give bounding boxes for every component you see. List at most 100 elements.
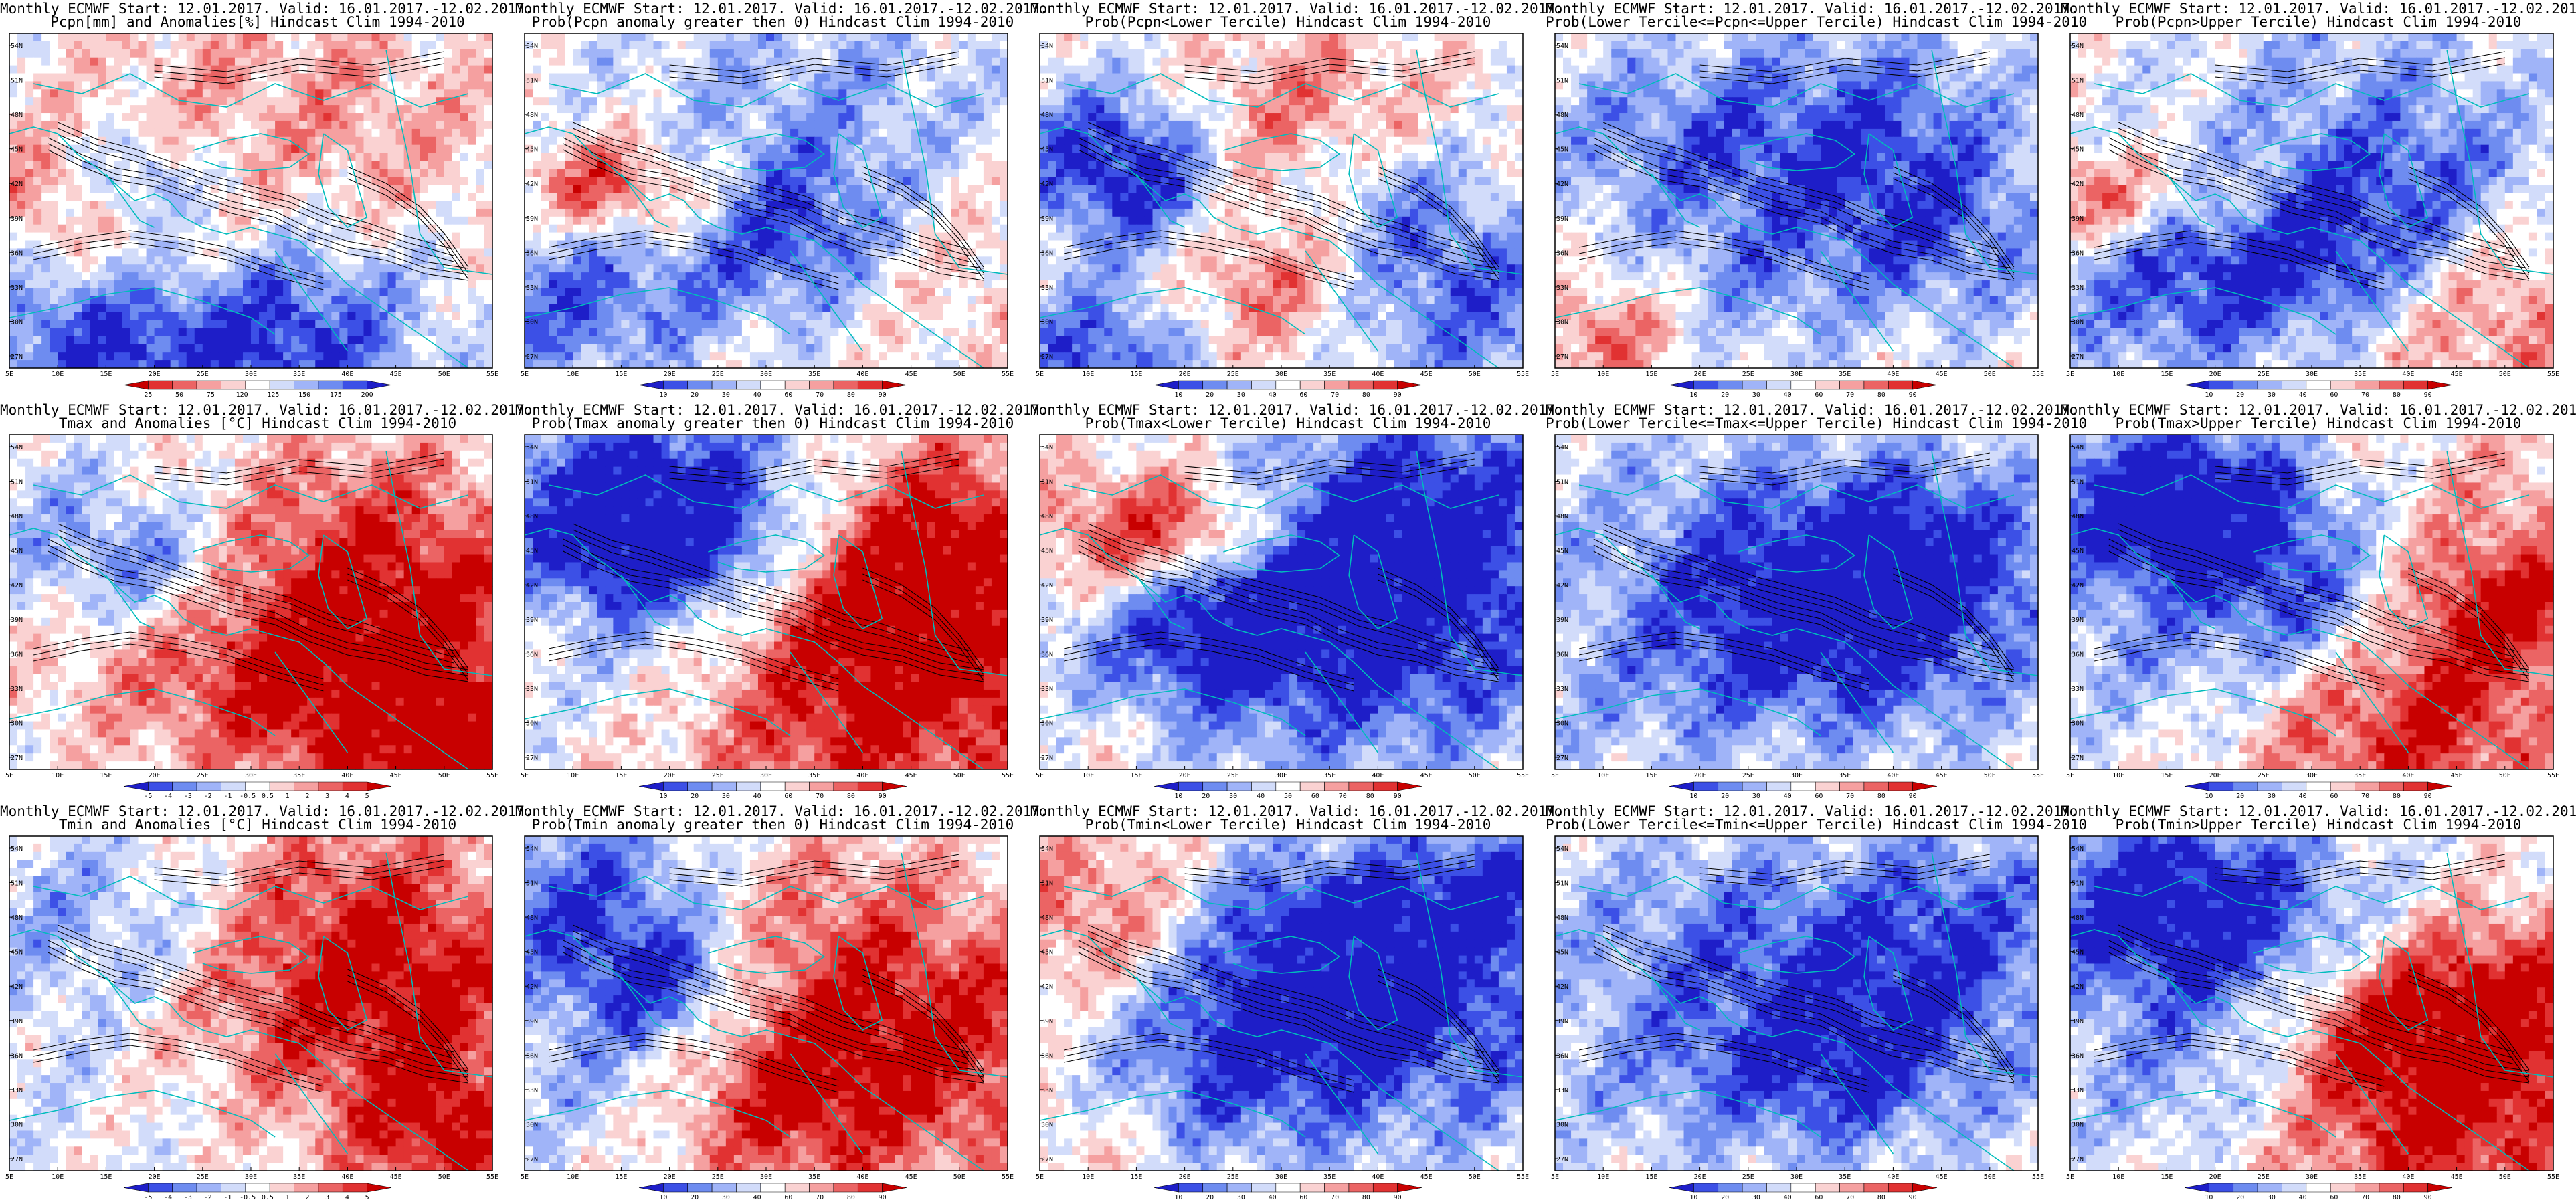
shaded-field [9, 435, 493, 770]
colour-bar-segment [269, 380, 294, 390]
colour-bar-label: -2 [204, 1194, 212, 1201]
lon-tick-label: 50E [1984, 1173, 1996, 1181]
lon-tick-label: 20E [1179, 772, 1191, 779]
colour-bar-segment [148, 380, 173, 390]
lon-tick-label: 15E [1645, 371, 1657, 378]
colour-bar-segment [1226, 380, 1252, 390]
contour-lines [1063, 51, 1499, 290]
lon-tick-label: 50E [2499, 1173, 2511, 1181]
coastlines [524, 451, 1008, 770]
colour-bar: 10 20 30 40 60 70 80 90 [638, 1183, 907, 1201]
colour-bar-segment [1397, 1183, 1422, 1193]
lat-tick-label: 48N [526, 914, 538, 922]
lat-tick-label: 45N [1041, 949, 1053, 957]
lat-tick-label: 27N [2072, 755, 2084, 762]
lat-tick-label: 39N [1041, 617, 1053, 624]
colour-bar-segment [2257, 781, 2282, 791]
lon-axis: 5E 10E 15E 20E 25E 30E 35E 40E 45E 50E 55E [5, 766, 498, 779]
colour-bar-segment [760, 1183, 786, 1193]
colour-bar-segment [2306, 781, 2331, 791]
colour-bar-label: 70 [816, 391, 824, 399]
colour-bar: 10 20 30 40 60 70 80 90 [2184, 380, 2453, 399]
lat-tick-label: 48N [1041, 513, 1053, 520]
lat-tick-label: 39N [11, 215, 23, 223]
colour-bar-label: 4 [345, 1194, 349, 1201]
colour-bar-segment [269, 781, 294, 791]
colour-bar-segment [1372, 380, 1398, 390]
colour-bar: 10 20 30 40 60 70 80 90 [2184, 781, 2453, 800]
lat-tick-label: 36N [11, 651, 23, 658]
lat-tick-label: 39N [11, 1018, 23, 1025]
colour-bar-segment [1275, 1183, 1301, 1193]
colour-bar-label: 70 [1846, 391, 1854, 399]
panel-title-line1: Monthly ECMWF Start: 12.01.2017. Valid: … [2061, 1, 2576, 16]
lat-tick-label: 36N [11, 249, 23, 257]
lat-tick-label: 48N [11, 513, 23, 520]
contour-lines [548, 51, 984, 290]
lat-tick-label: 39N [1556, 1018, 1568, 1025]
lon-tick-label: 45E [390, 371, 402, 378]
colour-bar-segment [2282, 1183, 2307, 1193]
contour-lines [548, 452, 984, 692]
lon-tick-label: 55E [1002, 772, 1014, 779]
panel-title-line2: Prob(Tmax anomaly greater then 0) Hindca… [515, 416, 1030, 431]
lat-tick-label: 36N [2072, 249, 2084, 257]
map-panel-tmin-4: Monthly ECMWF Start: 12.01.2017. Valid: … [2061, 803, 2576, 1204]
colour-bar-label: 80 [2393, 1194, 2401, 1201]
shaded-field [1555, 836, 2039, 1171]
lat-tick-label: 33N [11, 284, 23, 292]
colour-bar-segment [1742, 781, 1767, 791]
shaded-field [525, 33, 1008, 369]
lat-tick-label: 51N [2072, 479, 2084, 486]
colour-bar-segment [857, 380, 883, 390]
lat-tick-label: 27N [11, 1156, 23, 1163]
lat-tick-label: 42N [11, 181, 23, 188]
lat-tick-label: 48N [526, 112, 538, 119]
panel-title-line1: Monthly ECMWF Start: 12.01.2017. Valid: … [0, 403, 533, 417]
lon-tick-label: 55E [1517, 371, 1529, 378]
lon-tick-label: 15E [1645, 1173, 1657, 1181]
colour-bar-label: 40 [753, 793, 761, 800]
contour-lines [1578, 51, 2015, 290]
colour-bar-label: 70 [1339, 793, 1347, 800]
lon-tick-label: 40E [856, 772, 868, 779]
lon-tick-label: 25E [197, 1173, 209, 1181]
panel-title-line1: Monthly ECMWF Start: 12.01.2017. Valid: … [1546, 403, 2079, 417]
contour-lines [1063, 854, 1499, 1093]
coastlines [1554, 852, 2039, 1171]
lat-tick-label: 48N [11, 914, 23, 922]
colour-bar-segment [367, 380, 392, 390]
colour-bar-label: 20 [2236, 391, 2244, 399]
colour-bar-segment [2306, 380, 2331, 390]
colour-bar-segment [736, 380, 761, 390]
colour-bar-segment [1178, 781, 1204, 791]
map-panel-tmin-0: Monthly ECMWF Start: 12.01.2017. Valid: … [0, 803, 533, 1204]
panel-title-line2: Prob(Tmax>Upper Tercile) Hindcast Clim 1… [2061, 416, 2576, 431]
panel-title-line2: Prob(Tmin anomaly greater then 0) Hindca… [515, 817, 1030, 832]
lon-tick-label: 15E [1130, 371, 1142, 378]
colour-bar-segment [2233, 1183, 2258, 1193]
lat-tick-label: 42N [1041, 983, 1053, 991]
lat-axis: 54N 51N 48N 45N 42N 39N 36N 33N 30N 27N [1555, 444, 1568, 762]
colour-bar-segment [1275, 380, 1301, 390]
colour-bar-label: 30 [722, 793, 730, 800]
colour-bar-label: 10 [659, 391, 667, 399]
colour-bar: 10 20 30 40 60 70 80 90 [638, 380, 907, 399]
lon-tick-label: 45E [905, 772, 917, 779]
lat-tick-label: 51N [11, 479, 23, 486]
lon-tick-label: 5E [1551, 371, 1559, 378]
lat-tick-label: 42N [1556, 983, 1568, 991]
colour-bar-segment [269, 1183, 294, 1193]
colour-bar-segment [123, 781, 149, 791]
lon-tick-label: 25E [2258, 371, 2270, 378]
lat-tick-label: 30N [526, 720, 538, 727]
lat-tick-label: 48N [1041, 914, 1053, 922]
lat-tick-label: 33N [1556, 284, 1568, 292]
lat-tick-label: 45N [1041, 548, 1053, 555]
lon-tick-label: 25E [712, 1173, 724, 1181]
lat-tick-label: 33N [526, 284, 538, 292]
colour-bar-segment [1397, 781, 1422, 791]
lon-tick-label: 20E [149, 772, 161, 779]
coastlines [9, 451, 493, 770]
colour-bar-segment [1154, 781, 1179, 791]
